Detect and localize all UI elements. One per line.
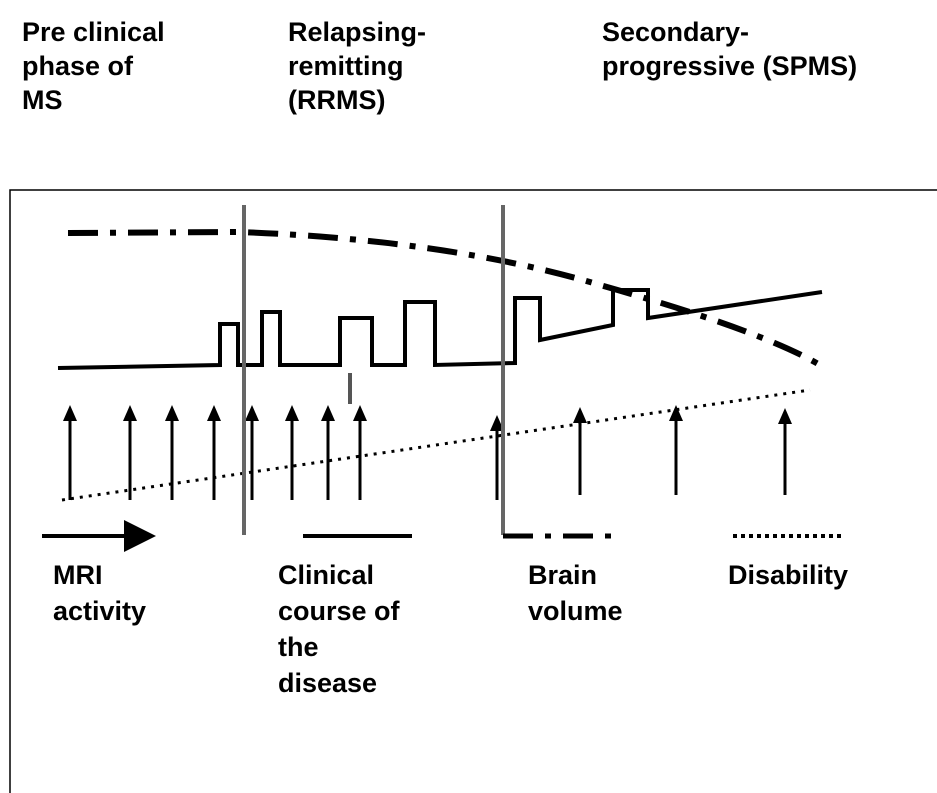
arrow-head (165, 405, 179, 421)
phase-label: Pre clinical (22, 17, 165, 47)
arrow-head (573, 407, 587, 423)
arrow-head (778, 408, 792, 424)
legend-label: Disability (728, 560, 848, 590)
legend-label: Clinical (278, 560, 374, 590)
arrow-head (63, 405, 77, 421)
frame (9, 189, 937, 793)
legend-label: disease (278, 668, 377, 698)
arrow-head (321, 405, 335, 421)
arrow-head (490, 415, 504, 431)
labels: Pre clinical phase of MS Relapsing-remittin… (22, 17, 857, 698)
arrow-head (353, 405, 367, 421)
legend-label: the (278, 632, 319, 662)
legend-label: activity (53, 596, 146, 626)
phase-label: phase of (22, 51, 134, 81)
disability-curve (61, 388, 811, 502)
phase-label: Secondary- (602, 17, 749, 47)
legend-label: Brain (528, 560, 597, 590)
arrow-head (285, 405, 299, 421)
clinical-course-curve (57, 288, 823, 370)
arrow-head (123, 405, 137, 421)
phase-label: (RRMS) (288, 85, 385, 115)
arrow-head (207, 405, 221, 421)
legend-label: MRI (53, 560, 103, 590)
legend-label: course of (278, 596, 401, 626)
phase-label: MS (22, 85, 63, 115)
legend-label: volume (528, 596, 623, 626)
mri-arrows (63, 405, 792, 500)
phase-label: remitting (288, 51, 404, 81)
phase-label: progressive (SPMS) (602, 51, 857, 81)
phase-label: Relapsing- (288, 17, 426, 47)
arrow-head (245, 405, 259, 421)
arrow-head (669, 405, 683, 421)
brain-volume-curve (67, 228, 822, 368)
